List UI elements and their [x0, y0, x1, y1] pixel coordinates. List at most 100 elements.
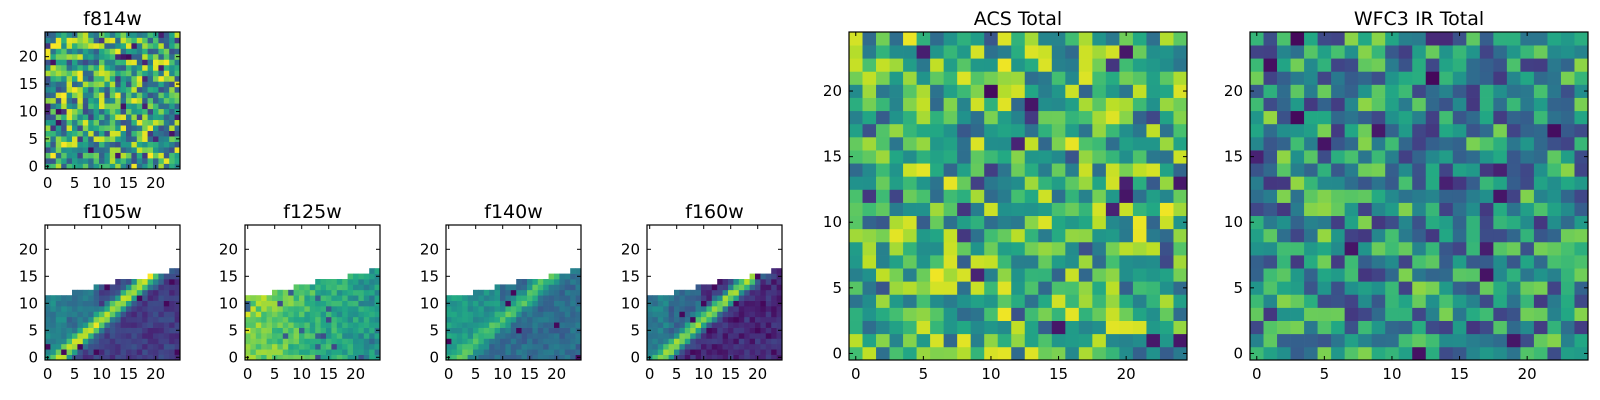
- heatmap-cell: [369, 322, 375, 328]
- y-tick-label: 5: [1233, 279, 1243, 297]
- heatmap-cell: [1412, 215, 1427, 230]
- heatmap-cell: [706, 354, 713, 361]
- heatmap-cell: [984, 228, 999, 243]
- heatmap-cell: [1051, 307, 1066, 321]
- heatmap-cell: [1385, 281, 1400, 295]
- heatmap-cell: [1547, 346, 1562, 361]
- heatmap-cell: [1263, 45, 1278, 59]
- heatmap-cell: [1466, 241, 1481, 256]
- heatmap-cell: [266, 338, 273, 345]
- heatmap-cell: [1466, 136, 1481, 151]
- heatmap-cell: [245, 311, 251, 318]
- heatmap-cell: [304, 338, 311, 345]
- heatmap-cell: [543, 316, 549, 323]
- heatmap-cell: [1331, 123, 1345, 138]
- heatmap-cell: [93, 48, 100, 55]
- heatmap-cell: [554, 311, 560, 318]
- heatmap-cell: [1132, 163, 1147, 177]
- heatmap-cell: [309, 295, 316, 301]
- heatmap-cell: [1024, 45, 1039, 59]
- heatmap-cell: [1024, 307, 1039, 321]
- heatmap-cell: [1547, 294, 1562, 308]
- heatmap-cell: [374, 306, 381, 312]
- heatmap-cell: [1479, 346, 1494, 361]
- heatmap-cell: [115, 92, 121, 99]
- heatmap-cell: [1344, 294, 1359, 308]
- heatmap-cell: [45, 114, 51, 121]
- heatmap-cell: [1452, 97, 1467, 112]
- heatmap-cell: [997, 281, 1012, 295]
- heatmap-cell: [1277, 268, 1291, 282]
- heatmap-cell: [943, 84, 958, 98]
- heatmap-cell: [126, 81, 132, 88]
- heatmap-cell: [1024, 320, 1039, 335]
- heatmap-cell: [984, 320, 999, 335]
- heatmap-cell: [109, 37, 116, 44]
- heatmap-cell: [77, 354, 84, 361]
- heatmap-cell: [1173, 202, 1188, 217]
- heatmap-cell: [548, 333, 555, 339]
- heatmap-cell: [1344, 32, 1359, 46]
- heatmap-cell: [174, 322, 181, 328]
- heatmap-cell: [358, 289, 365, 296]
- heatmap-cell: [1560, 32, 1575, 46]
- heatmap-cell: [1159, 71, 1174, 85]
- heatmap-cell: [489, 306, 495, 312]
- heatmap-cell: [277, 316, 284, 323]
- heatmap-cell: [744, 322, 750, 328]
- heatmap-cell: [1304, 71, 1318, 85]
- heatmap-cell: [369, 289, 375, 296]
- heatmap-cell: [1024, 189, 1039, 203]
- x-tick-label: 20: [146, 174, 165, 192]
- heatmap-cell: [342, 338, 348, 345]
- heatmap-cell: [347, 343, 354, 350]
- heatmap-cell: [158, 37, 165, 44]
- x-tick-label: 10: [92, 365, 111, 383]
- heatmap-cell: [115, 97, 121, 104]
- heatmap-cell: [126, 48, 132, 55]
- heatmap-cell: [163, 48, 170, 55]
- heatmap-cell: [876, 255, 890, 269]
- heatmap-cell: [1398, 163, 1413, 177]
- heatmap-cell: [559, 289, 566, 296]
- heatmap-cell: [66, 32, 73, 38]
- heatmap-cell: [876, 241, 890, 256]
- heatmap-cell: [93, 300, 100, 307]
- heatmap-cell: [136, 311, 143, 318]
- heatmap-cell: [1493, 307, 1508, 321]
- heatmap-cell: [889, 202, 904, 217]
- heatmap-cell: [304, 289, 311, 296]
- heatmap-cell: [174, 349, 181, 355]
- heatmap-cell: [1011, 150, 1026, 164]
- heatmap-cell: [1533, 307, 1548, 321]
- heatmap-cell: [537, 284, 544, 291]
- heatmap-cell: [849, 215, 863, 230]
- heatmap-cell: [163, 136, 170, 142]
- heatmap-cell: [299, 316, 305, 323]
- heatmap-cell: [309, 311, 316, 318]
- heatmap-cell: [970, 176, 985, 190]
- heatmap-cell: [353, 322, 359, 328]
- heatmap-cell: [1547, 202, 1562, 217]
- heatmap-cell: [1317, 163, 1332, 177]
- heatmap-cell: [690, 316, 696, 323]
- heatmap-cell: [1105, 346, 1120, 361]
- heatmap-cell: [446, 316, 452, 323]
- heatmap-cell: [61, 103, 67, 110]
- heatmap-cell: [163, 322, 170, 328]
- axes-frame: [44, 31, 181, 170]
- heatmap-cell: [158, 279, 165, 285]
- heatmap-cell: [554, 343, 560, 350]
- heatmap-cell: [765, 316, 772, 323]
- heatmap-cell: [55, 354, 62, 361]
- heatmap-cell: [1385, 32, 1400, 46]
- heatmap-cell: [516, 343, 522, 350]
- heatmap-cell: [1146, 136, 1161, 151]
- heatmap-cell: [374, 349, 381, 355]
- heatmap-cell: [1520, 333, 1535, 348]
- heatmap-cell: [970, 346, 985, 361]
- heatmap-cell: [158, 42, 165, 49]
- heatmap-cell: [1105, 189, 1120, 203]
- heatmap-cell: [93, 32, 100, 38]
